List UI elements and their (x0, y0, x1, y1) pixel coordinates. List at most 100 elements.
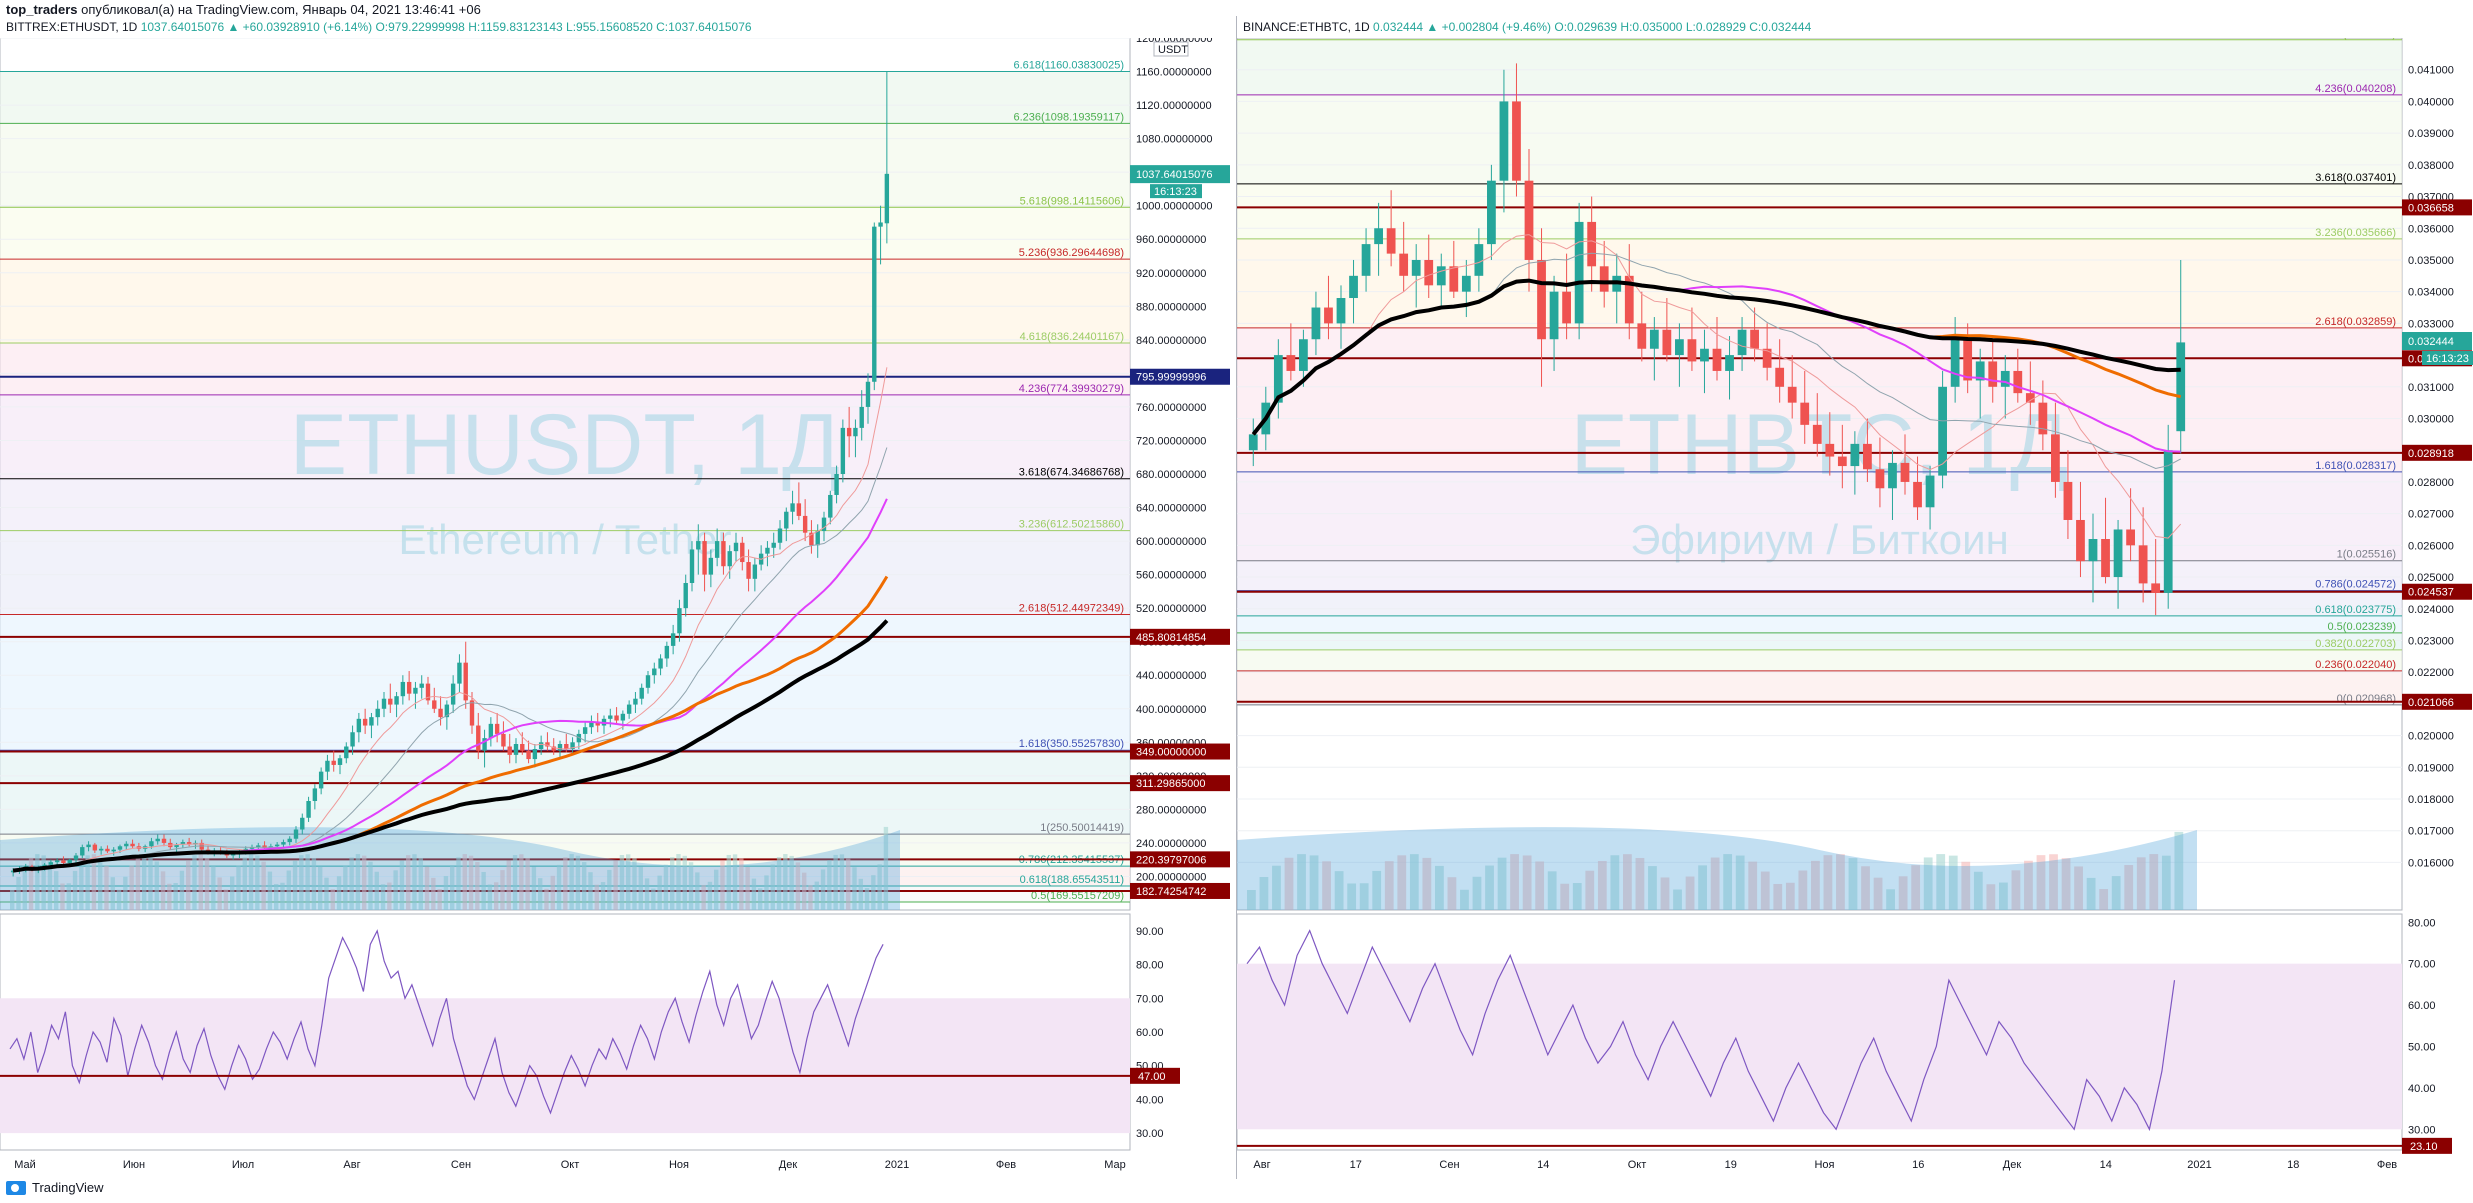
candle-body (821, 517, 827, 532)
ethusdt-chart-svg[interactable]: 1200.000000001160.000000001120.000000001… (0, 38, 1236, 1179)
volume-bar (1748, 861, 1758, 910)
volume-bar (538, 878, 543, 910)
volume-bar (1948, 855, 1958, 910)
rsi-label-box (1130, 1067, 1180, 1084)
y-tick-label: 0.028000 (2408, 477, 2454, 489)
candle-body (545, 742, 550, 747)
y-tick-label: 1000.00000000 (1136, 201, 1212, 213)
volume-bar (318, 866, 323, 910)
y-tick-label: 720.00000000 (1136, 435, 1206, 447)
candle-body (1913, 481, 1922, 508)
candle-body (652, 668, 657, 676)
volume-bar (1334, 871, 1344, 910)
countdown-text: 16:13:23 (2426, 353, 2469, 365)
volume-bar (54, 871, 59, 910)
candle-body (1888, 462, 1897, 489)
volume-bar (1999, 882, 2008, 910)
x-tick-label: Ноя (669, 1159, 689, 1171)
ethbtc-chart-svg[interactable]: 0.0410000.0400000.0390000.0380000.037000… (1237, 38, 2473, 1179)
volume-bar (487, 884, 493, 910)
symbol-name[interactable]: BITTREX:ETHUSDT, 1D (6, 20, 138, 34)
fib-level-label: 4.236(0.040208) (2315, 83, 2396, 95)
y-tick-label: 1120.00000000 (1136, 100, 1212, 112)
volume-bar (582, 862, 587, 910)
candle-body (1762, 348, 1772, 368)
author-name[interactable]: top_traders (6, 2, 78, 17)
y-tick-label: 0.041000 (2408, 65, 2454, 77)
symbol-name[interactable]: BINANCE:ETHBTC, 1D (1243, 20, 1370, 34)
chart-panel-ethusdt[interactable]: BITTREX:ETHUSDT, 1D 1037.64015076 ▲ +60.… (0, 16, 1237, 1179)
candle-body (306, 801, 311, 818)
volume-bar (142, 854, 147, 910)
candle-body (872, 226, 877, 382)
candle-body (86, 844, 91, 848)
volume-bar (47, 861, 53, 910)
rsi-tick-label: 60.00 (1136, 1027, 1164, 1039)
fib-band (1237, 183, 2402, 239)
x-tick-label: Фев (2377, 1159, 2397, 1171)
volume-bar (362, 855, 367, 910)
candle-body (1988, 361, 1998, 387)
chart-panel-ethbtc[interactable]: BINANCE:ETHBTC, 1D 0.032444 ▲ +0.002804 … (1237, 16, 2473, 1179)
volume-bar (600, 882, 606, 910)
volume-bar (110, 877, 115, 910)
candle-body (325, 760, 330, 772)
ma-short-line (1252, 234, 2182, 539)
volume-bar (242, 857, 247, 910)
volume-bar (1698, 865, 1707, 910)
volume-bar (261, 861, 266, 910)
candle-body (1587, 221, 1597, 267)
candle-body (1449, 266, 1459, 292)
volume-bar (1923, 857, 1933, 910)
candle-body (161, 838, 167, 843)
volume-bar (72, 870, 78, 910)
volume-bar (644, 878, 650, 910)
price-label-text: 795.99999996 (1136, 372, 1206, 384)
candle-body (1875, 469, 1885, 489)
fib-band (1237, 560, 2402, 591)
volume-bar (437, 889, 442, 910)
candle-body (513, 743, 519, 755)
volume-bar (2024, 860, 2033, 910)
volume-bar (500, 870, 505, 910)
candle-body (501, 733, 506, 747)
volume-bar (726, 854, 731, 910)
volume-bar (217, 877, 222, 910)
fib-band (1237, 670, 2402, 705)
volume-bar (462, 854, 467, 910)
ma-short-line (13, 367, 888, 872)
fib-level-label: 1(250.50014419) (1040, 822, 1124, 834)
volume-bar (1710, 857, 1720, 910)
volume-bar (1547, 871, 1557, 910)
volume-bar (814, 881, 819, 910)
candle-body (2038, 402, 2048, 435)
volume-bar (607, 869, 612, 910)
x-tick-label: Авг (1253, 1159, 1270, 1171)
candle-body (1637, 323, 1647, 349)
fib-band (0, 394, 1130, 479)
volume-bar (343, 865, 348, 910)
x-tick-label: Июл (232, 1159, 254, 1171)
volume-bar (123, 876, 128, 910)
candle-body (1787, 386, 1797, 403)
candle-body (1837, 456, 1847, 467)
volume-bar (695, 872, 700, 910)
volume-bar (525, 858, 530, 910)
publish-header: top_traders опубликовал(а) на TradingVie… (6, 2, 481, 17)
price-label-text: 0.028918 (2408, 448, 2454, 460)
x-tick-label: Дек (2003, 1159, 2022, 1171)
candle-body (300, 817, 305, 830)
volume-bar (1973, 871, 1983, 910)
candle-body (1662, 329, 1672, 356)
y-tick-label: 0.035000 (2408, 255, 2454, 267)
candle-body (1361, 244, 1371, 276)
candle-body (677, 608, 682, 634)
y-tick-label: 0.026000 (2408, 540, 2454, 552)
fib-level-label: 2.618(512.44972349) (1019, 602, 1124, 614)
price-label-text: 485.80814854 (1136, 632, 1206, 644)
candle-body (740, 542, 745, 563)
fib-level-label: 1.618(0.028317) (2315, 460, 2396, 472)
footer-brand[interactable]: TradingView (32, 1180, 104, 1195)
x-tick-label: Мар (1104, 1159, 1126, 1171)
fib-level-label: 1.618(350.55257830) (1019, 738, 1124, 750)
